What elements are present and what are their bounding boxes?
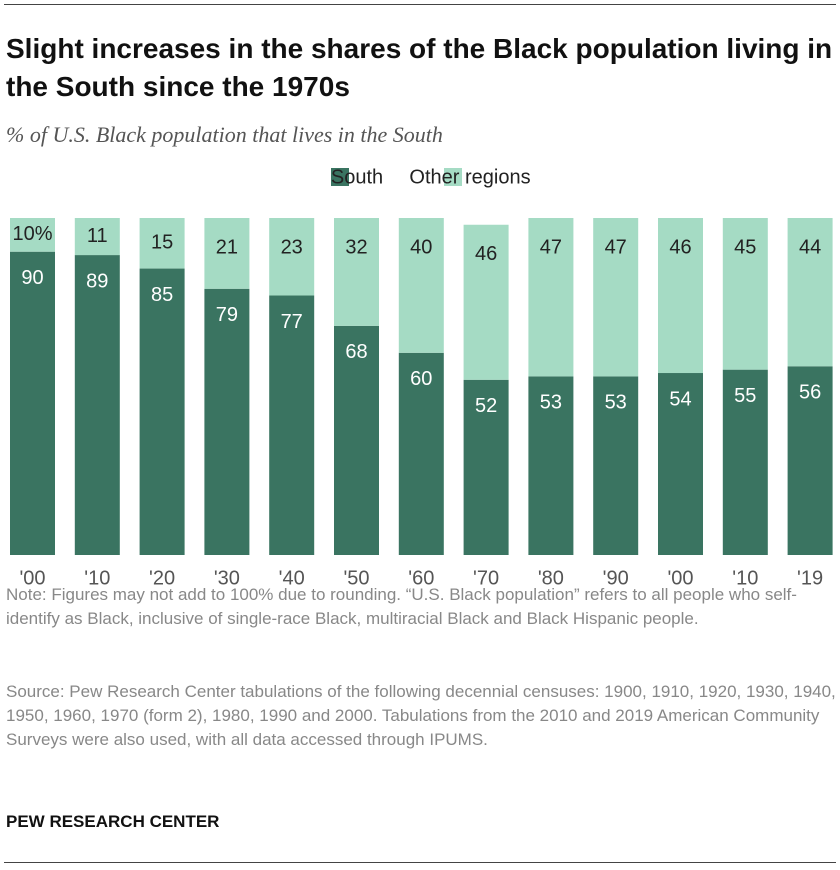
- bar-segment: [722, 218, 768, 370]
- bar-segment: [10, 251, 55, 555]
- value-label: 89: [86, 270, 108, 292]
- value-label: 90: [21, 267, 43, 289]
- value-label: 21: [216, 236, 238, 258]
- bar-segment: [528, 218, 574, 377]
- x-tick-label: '50: [343, 567, 369, 589]
- value-label: 53: [540, 392, 562, 414]
- chart: South Other regions 90 10% '00 89 11 '10 85 15 '20…: [10, 166, 833, 589]
- bar-segment: [398, 218, 444, 353]
- bar-segment: [334, 218, 379, 326]
- credit: PEW RESEARCH CENTER: [6, 812, 220, 831]
- value-label: 52: [475, 395, 497, 417]
- value-label: 44: [799, 236, 821, 258]
- value-label: 54: [669, 388, 691, 410]
- x-tick-label: '10: [84, 567, 110, 589]
- bar-segment: [593, 376, 639, 555]
- bar-segment: [463, 224, 509, 380]
- x-tick-label: '00: [19, 567, 45, 589]
- x-tick-label: '90: [603, 567, 629, 589]
- bar-segment: [269, 295, 315, 555]
- x-tick-label: '20: [149, 567, 175, 589]
- bar-segment: [787, 218, 833, 367]
- value-label: 47: [540, 236, 562, 258]
- bar-segment: [528, 376, 574, 555]
- value-label: 60: [410, 368, 432, 390]
- note: Note: Figures may not add to 100% due to…: [6, 585, 797, 628]
- bar-segment: [593, 218, 639, 377]
- value-label: 56: [799, 382, 821, 404]
- value-label: 55: [734, 385, 756, 407]
- bar-segment: [139, 218, 185, 269]
- x-tick-label: '40: [279, 567, 305, 589]
- value-label: 32: [345, 236, 367, 258]
- x-tick-label: '30: [214, 567, 240, 589]
- value-label: 85: [151, 284, 173, 306]
- value-label: 15: [151, 232, 173, 254]
- bar-segment: [722, 369, 768, 555]
- legend-label: Other regions: [409, 166, 530, 188]
- value-label: 46: [669, 236, 691, 258]
- legend-label: South: [331, 166, 383, 188]
- bar-segment: [787, 366, 833, 555]
- bar-segment: [139, 268, 185, 555]
- x-tick-label: '70: [473, 567, 499, 589]
- bar-segment: [204, 288, 250, 555]
- value-label: 53: [605, 392, 627, 414]
- bar-segment: [334, 325, 379, 555]
- chart-subtitle: % of U.S. Black population that lives in…: [6, 122, 443, 147]
- bar-segment: [658, 373, 703, 555]
- value-label: 77: [281, 311, 303, 333]
- bar-segment: [204, 218, 250, 289]
- top-rule: [4, 4, 836, 5]
- bottom-rule: [4, 862, 836, 863]
- x-tick-label: '80: [538, 567, 564, 589]
- bar-segment: [269, 218, 315, 296]
- bar-segment: [74, 255, 120, 555]
- bar-segment: [10, 218, 55, 252]
- x-tick-label: '60: [408, 567, 434, 589]
- chart-title: Slight increases in the shares of the Bl…: [6, 33, 833, 102]
- bar-segment: [658, 218, 703, 374]
- x-tick-label: '00: [667, 567, 693, 589]
- value-label: 47: [605, 236, 627, 258]
- x-tick-label: '10: [732, 567, 758, 589]
- value-label: 68: [345, 341, 367, 363]
- value-label: 46: [475, 243, 497, 265]
- legend-swatch: [331, 168, 349, 186]
- value-label: 79: [216, 304, 238, 326]
- value-label: 23: [281, 236, 303, 258]
- value-label: 45: [734, 236, 756, 258]
- bar-segment: [463, 379, 509, 555]
- value-label: 40: [410, 236, 432, 258]
- value-label: 11: [87, 225, 108, 247]
- bar-segment: [74, 218, 120, 256]
- x-tick-label: '19: [797, 567, 823, 589]
- source: Source: Pew Research Center tabulations …: [6, 682, 836, 749]
- bar-segment: [398, 352, 444, 555]
- value-label: 10%: [12, 223, 52, 245]
- legend-swatch: [444, 168, 462, 186]
